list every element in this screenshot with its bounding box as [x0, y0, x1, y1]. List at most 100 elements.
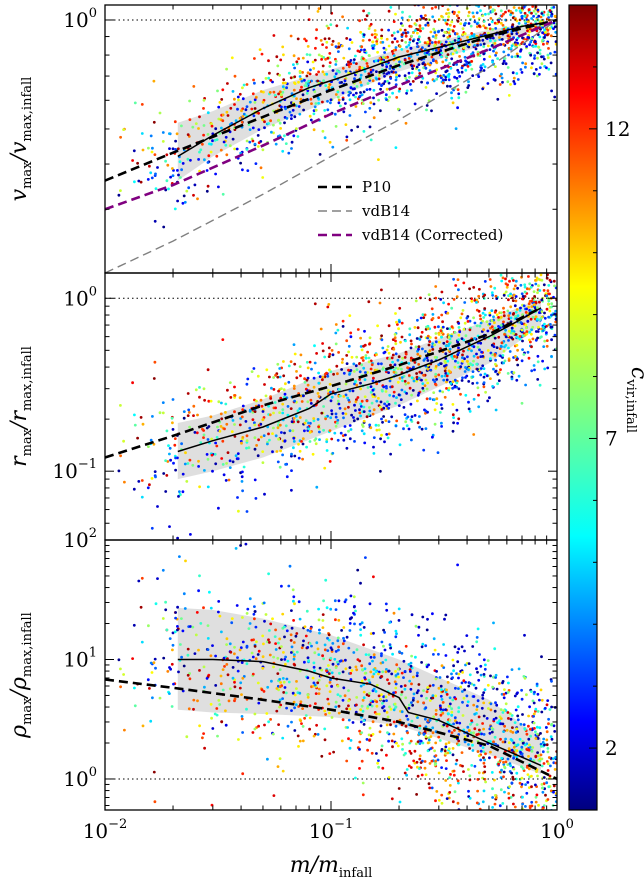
scatter-point — [154, 172, 157, 176]
scatter-point — [486, 349, 490, 352]
scatter-point — [317, 607, 320, 611]
scatter-point — [251, 139, 255, 143]
scatter-point — [276, 656, 280, 660]
scatter-point — [411, 389, 415, 392]
scatter-point — [359, 402, 363, 406]
scatter-point — [256, 653, 260, 656]
scatter-point — [403, 58, 407, 62]
scatter-point — [448, 327, 452, 331]
scatter-point — [482, 42, 486, 46]
scatter-point — [407, 663, 411, 666]
scatter-point — [500, 345, 503, 348]
scatter-point — [509, 10, 513, 13]
scatter-point — [428, 42, 432, 45]
scatter-point — [536, 710, 540, 713]
scatter-point — [491, 36, 495, 40]
scatter-point — [393, 37, 397, 41]
scatter-point — [132, 149, 136, 153]
scatter-point — [490, 44, 494, 47]
scatter-point — [444, 779, 448, 782]
scatter-point — [450, 672, 453, 676]
scatter-point — [368, 38, 371, 42]
scatter-point — [358, 622, 362, 626]
scatter-point — [314, 442, 318, 446]
scatter-point — [440, 664, 444, 668]
scatter-point — [534, 783, 537, 787]
scatter-point — [445, 387, 448, 390]
scatter-point — [277, 92, 280, 96]
scatter-point — [334, 424, 338, 428]
scatter-point — [334, 323, 338, 326]
scatter-point — [510, 668, 514, 671]
scatter-point — [147, 624, 150, 628]
scatter-point — [524, 65, 527, 69]
scatter-point — [387, 403, 391, 406]
scatter-point — [445, 69, 449, 73]
scatter-point — [192, 414, 195, 417]
scatter-point — [490, 20, 494, 24]
scatter-point — [265, 712, 269, 715]
scatter-point — [502, 27, 506, 31]
scatter-point — [270, 386, 273, 390]
scatter-point — [429, 831, 432, 834]
scatter-point — [284, 107, 287, 111]
scatter-point — [479, 373, 483, 377]
scatter-point — [432, 27, 436, 31]
scatter-point — [219, 674, 223, 678]
scatter-point — [336, 372, 339, 376]
scatter-point — [259, 90, 263, 93]
scatter-point — [316, 10, 320, 13]
scatter-point — [253, 421, 256, 425]
scatter-point — [298, 739, 302, 743]
scatter-point — [392, 611, 396, 615]
scatter-point — [519, 722, 523, 726]
scatter-point — [509, 305, 513, 309]
scatter-point — [246, 169, 250, 173]
scatter-point — [447, 31, 451, 35]
scatter-point — [368, 76, 372, 80]
scatter-point — [536, 74, 539, 78]
scatter-point — [245, 439, 249, 442]
scatter-point — [392, 31, 396, 35]
scatter-point — [360, 704, 364, 708]
scatter-point — [309, 118, 313, 122]
scatter-point — [481, 364, 485, 368]
scatter-point — [515, 343, 519, 347]
scatter-point — [293, 729, 297, 732]
scatter-point — [542, 268, 545, 271]
scatter-point — [479, 317, 482, 321]
scatter-point — [479, 341, 483, 345]
scatter-point — [225, 153, 229, 157]
scatter-point — [342, 636, 345, 640]
scatter-point — [521, 61, 524, 65]
scatter-point — [412, 379, 416, 383]
scatter-point — [372, 668, 376, 671]
scatter-point — [326, 108, 330, 112]
scatter-point — [510, 270, 513, 273]
scatter-point — [448, 718, 452, 722]
scatter-point — [440, 374, 444, 378]
scatter-point — [527, 275, 530, 278]
scatter-point — [400, 16, 404, 20]
scatter-point — [446, 372, 450, 375]
scatter-point — [341, 698, 345, 702]
scatter-point — [168, 446, 172, 450]
scatter-point — [377, 77, 381, 81]
scatter-point — [182, 194, 186, 198]
scatter-point — [283, 439, 287, 443]
scatter-point — [282, 87, 286, 91]
scatter-point — [359, 73, 363, 77]
scatter-point — [381, 346, 385, 350]
scatter-point — [321, 64, 325, 68]
scatter-point — [133, 686, 136, 690]
scatter-point — [251, 418, 255, 421]
scatter-point — [139, 180, 143, 184]
scatter-point — [210, 122, 214, 126]
scatter-point — [462, 679, 466, 683]
scatter-point — [503, 790, 506, 794]
scatter-point — [426, 40, 430, 44]
scatter-point — [552, 279, 556, 283]
scatter-point — [415, 691, 419, 695]
scatter-point — [501, 722, 505, 726]
scatter-point — [348, 629, 352, 632]
